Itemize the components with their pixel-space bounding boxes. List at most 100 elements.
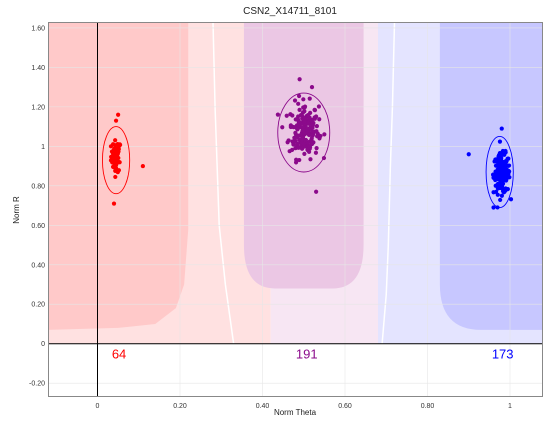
data-point (491, 190, 496, 195)
data-point (296, 101, 301, 106)
data-point (292, 98, 298, 103)
y-tick-label: 1.60 (31, 25, 45, 32)
data-point (322, 132, 327, 137)
cluster-ellipses (101, 92, 514, 208)
data-point (115, 170, 120, 175)
data-point (112, 146, 117, 152)
data-point (293, 160, 299, 165)
data-point (294, 134, 299, 139)
data-point-outlier (111, 201, 117, 206)
data-point (115, 159, 121, 164)
data-point (501, 167, 506, 172)
chart-title: CSN2_X14711_8101 (243, 6, 337, 17)
x-tick-label: 0 (96, 403, 100, 410)
data-point-outlier (466, 152, 471, 157)
y-tick-label: 0 (41, 341, 45, 348)
data-point (314, 114, 319, 119)
data-point-outlier (499, 126, 504, 131)
x-tick-label: 0.80 (421, 403, 435, 410)
data-point (297, 107, 302, 112)
data-point (499, 193, 504, 198)
data-point (496, 165, 501, 170)
data-point (500, 186, 505, 191)
data-point (290, 147, 295, 152)
data-point (113, 138, 118, 143)
data-point-outlier (297, 77, 302, 82)
data-point (297, 157, 302, 163)
data-point (313, 150, 319, 155)
data-point (308, 157, 313, 162)
data-point (498, 176, 503, 181)
data-point (504, 167, 509, 172)
y-tick-label: 1 (41, 144, 45, 151)
data-point (291, 124, 296, 130)
data-point (314, 123, 319, 129)
data-point (108, 144, 114, 149)
data-point (314, 129, 319, 134)
data-point (302, 151, 307, 156)
data-point (315, 134, 320, 139)
x-tick-label: 0.40 (256, 403, 270, 410)
data-point (290, 139, 296, 145)
y-axis-title: Norm R (12, 196, 21, 224)
data-point (306, 149, 312, 154)
data-point (302, 104, 308, 109)
data-point-outlier (140, 163, 145, 169)
x-tick-label: 0.60 (338, 403, 352, 410)
data-point (495, 205, 500, 210)
data-point (111, 158, 117, 163)
data-point (310, 123, 315, 128)
x-tick-label: 1 (508, 403, 512, 410)
data-point (275, 112, 281, 117)
data-point-outlier (116, 112, 121, 117)
x-axis-title: Norm Theta (274, 408, 317, 417)
data-points (108, 77, 514, 210)
data-point (318, 133, 323, 139)
data-point (505, 187, 510, 192)
cluster-ellipse-1 (277, 92, 331, 173)
data-point (295, 141, 300, 146)
y-tick-label: 0.20 (31, 302, 45, 309)
data-point (301, 141, 307, 146)
boundary-line-right (381, 21, 396, 344)
data-point-outlier (309, 85, 315, 90)
data-point (309, 136, 314, 141)
data-point (499, 170, 505, 175)
data-point (301, 97, 306, 102)
x-tick-label: 0.20 (173, 403, 187, 410)
data-point (495, 181, 500, 187)
data-point (286, 138, 291, 143)
data-point (490, 172, 496, 177)
data-point (302, 119, 308, 124)
data-point (300, 125, 305, 130)
data-point (280, 125, 285, 130)
data-point (495, 186, 500, 191)
region-red-cluster (48, 22, 189, 330)
data-point (300, 146, 305, 151)
data-point (284, 113, 289, 118)
data-point (312, 107, 317, 113)
data-point (296, 93, 302, 99)
data-point (303, 137, 309, 143)
y-tick-label: 0.60 (31, 223, 45, 230)
data-point-outlier (314, 189, 319, 194)
data-point (115, 151, 120, 156)
data-point (111, 154, 117, 159)
data-point (295, 127, 300, 132)
data-point-outlier (113, 118, 119, 123)
x-axis-ticks: 0 0.20 0.40 0.60 0.80 1 (96, 403, 513, 410)
y-axis-ticks: -0.20 0 0.20 0.40 0.60 0.80 1 1.20 1.40 1.60 (29, 25, 45, 387)
data-point (309, 118, 314, 124)
data-point (307, 96, 312, 101)
data-point (306, 132, 312, 138)
data-point (506, 163, 511, 168)
data-point (321, 155, 327, 161)
data-point (498, 197, 503, 203)
cluster-count-0: 64 (112, 347, 126, 362)
data-point (503, 175, 508, 180)
y-tick-label: 1.20 (31, 104, 45, 111)
data-point (316, 104, 322, 109)
data-point (288, 112, 293, 117)
data-point (305, 112, 311, 118)
data-point (113, 166, 119, 171)
